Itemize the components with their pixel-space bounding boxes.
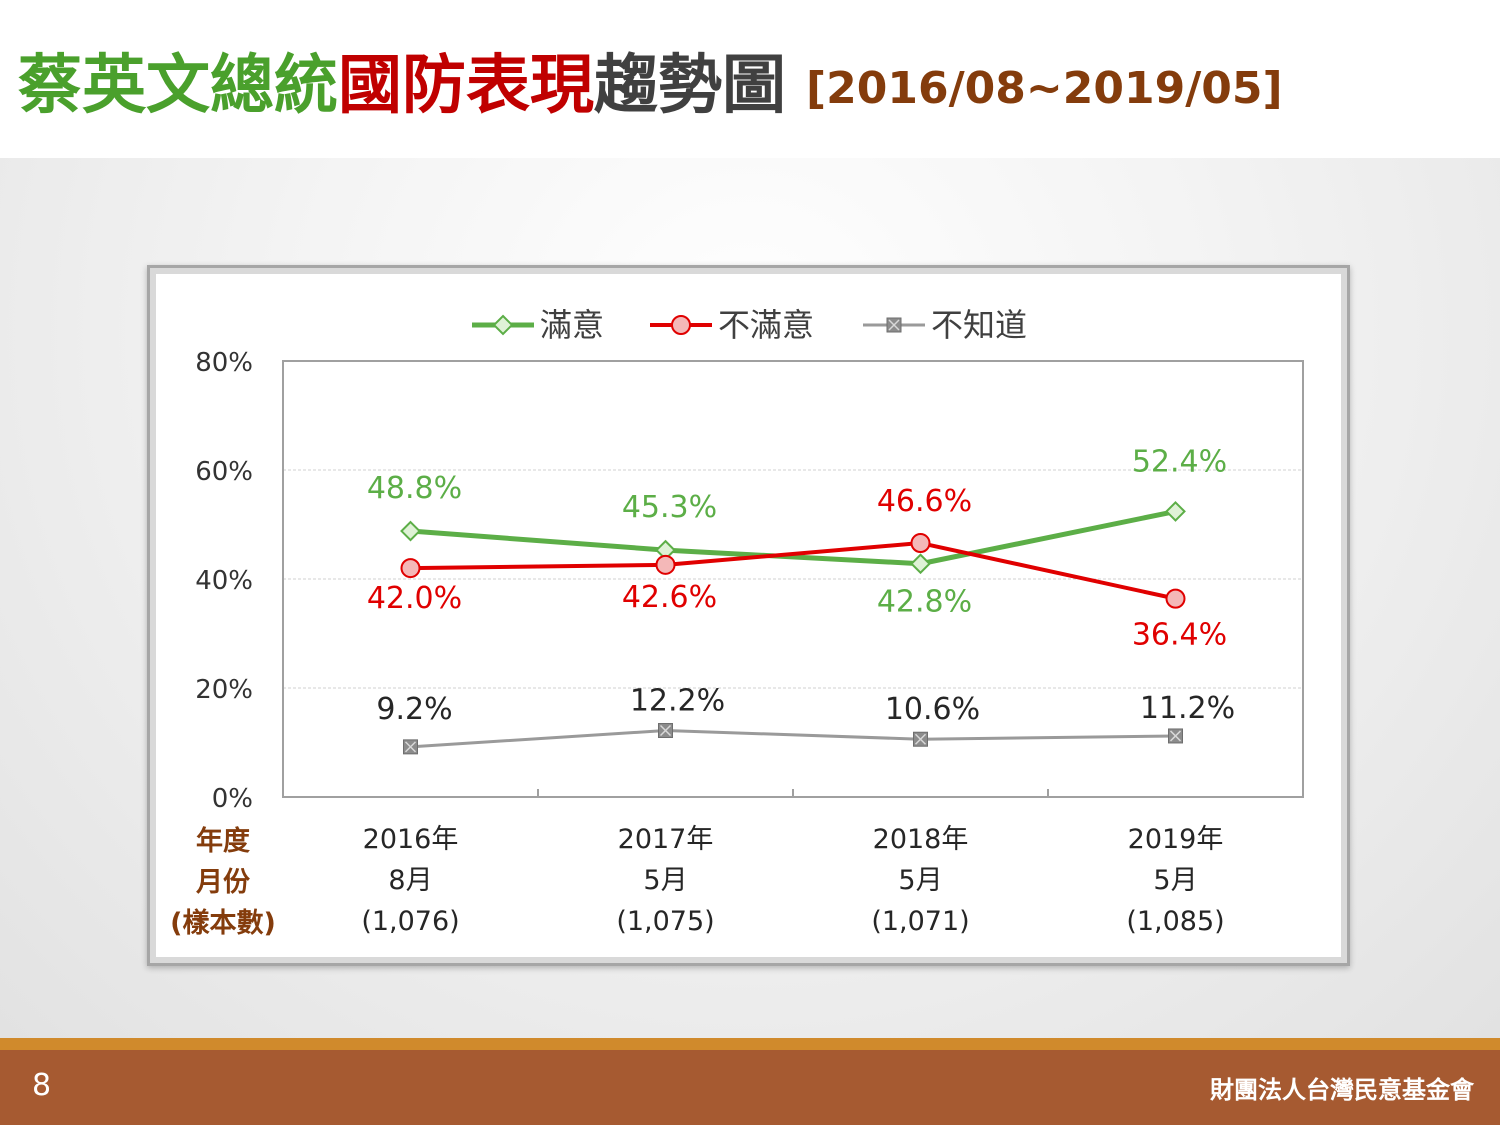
point-unknown-0: [403, 739, 418, 755]
point-dissatisfied-2: [910, 533, 931, 554]
row-header-label-1: 月份: [195, 867, 250, 898]
point-satisfied-3: [1165, 501, 1186, 522]
x-category-label-3-1: 5月: [1153, 865, 1197, 896]
point-satisfied-0: [400, 520, 421, 542]
data-label-satisfied-2: 42.8%: [877, 585, 972, 620]
x-category-label-1-0: 2017年: [618, 824, 714, 855]
data-label-satisfied-1: 45.3%: [622, 490, 717, 525]
data-label-unknown-2: 10.6%: [885, 692, 980, 727]
legend-label-dissatisfied: 不滿意: [718, 306, 814, 344]
y-tick-label-3: 60%: [195, 457, 253, 487]
y-tick-label-0: 0%: [212, 784, 253, 814]
legend-label-unknown: 不知道: [931, 306, 1027, 344]
x-category-label-3-0: 2019年: [1128, 824, 1224, 855]
point-satisfied-2: [910, 553, 931, 575]
x-category-label-0-2: (1,076): [361, 906, 459, 937]
chart-frame: [147, 265, 1350, 966]
data-label-unknown-0: 9.2%: [376, 692, 452, 727]
title-bar: 蔡英文總統國防表現趨勢圖 [2016/08~2019/05]: [0, 0, 1500, 158]
title-date-range: [2016/08~2019/05]: [806, 63, 1283, 114]
title-part-defense: 國防表現: [338, 49, 594, 123]
x-category-label-1-2: (1,075): [616, 906, 714, 937]
data-label-dissatisfied-1: 42.6%: [622, 580, 717, 615]
point-unknown-1: [658, 723, 673, 739]
x-category-label-3-2: (1,085): [1126, 906, 1224, 937]
data-label-dissatisfied-0: 42.0%: [367, 581, 462, 616]
x-category-label-2-1: 5月: [898, 865, 942, 896]
point-dissatisfied-1: [655, 554, 676, 575]
y-tick-label-4: 80%: [195, 348, 253, 378]
x-category-label-1-1: 5月: [643, 865, 687, 896]
data-label-dissatisfied-3: 36.4%: [1132, 618, 1227, 653]
footer-bar: [0, 1050, 1500, 1125]
legend-label-satisfied: 滿意: [540, 306, 604, 344]
legend-marker-dissatisfied: [671, 315, 691, 335]
point-unknown-2: [913, 731, 928, 747]
y-tick-label-1: 20%: [195, 675, 253, 705]
y-tick-label-2: 40%: [195, 566, 253, 596]
page-title: 蔡英文總統國防表現趨勢圖 [2016/08~2019/05]: [18, 46, 1283, 133]
point-unknown-3: [1168, 728, 1183, 744]
series-line-unknown: [410, 729, 1176, 749]
row-header-label-0: 年度: [196, 825, 250, 857]
data-label-unknown-3: 11.2%: [1140, 691, 1235, 726]
legend-marker-unknown: [886, 317, 902, 333]
point-dissatisfied-0: [400, 558, 421, 579]
page-number: 8: [32, 1068, 52, 1103]
title-part-trend: 趨勢圖: [594, 49, 786, 123]
legend-marker-satisfied: [492, 314, 514, 336]
x-category-label-0-1: 8月: [388, 865, 432, 896]
row-header-label-2: (樣本數): [170, 908, 276, 939]
series-line-satisfied: [410, 508, 1177, 567]
x-category-label-0-0: 2016年: [363, 824, 459, 855]
data-label-satisfied-0: 48.8%: [367, 471, 462, 506]
x-category-label-2-2: (1,071): [871, 906, 969, 937]
series-line-dissatisfied: [410, 541, 1176, 601]
data-label-dissatisfied-2: 46.6%: [877, 484, 972, 519]
footer-stripe: [0, 1038, 1500, 1050]
data-label-satisfied-3: 52.4%: [1132, 444, 1227, 479]
title-part-president: 蔡英文總統: [18, 49, 338, 123]
x-category-label-2-0: 2018年: [873, 824, 969, 855]
point-dissatisfied-3: [1165, 588, 1186, 609]
data-label-unknown-1: 12.2%: [630, 684, 725, 719]
organization-name: 財團法人台灣民意基金會: [1210, 1076, 1474, 1104]
